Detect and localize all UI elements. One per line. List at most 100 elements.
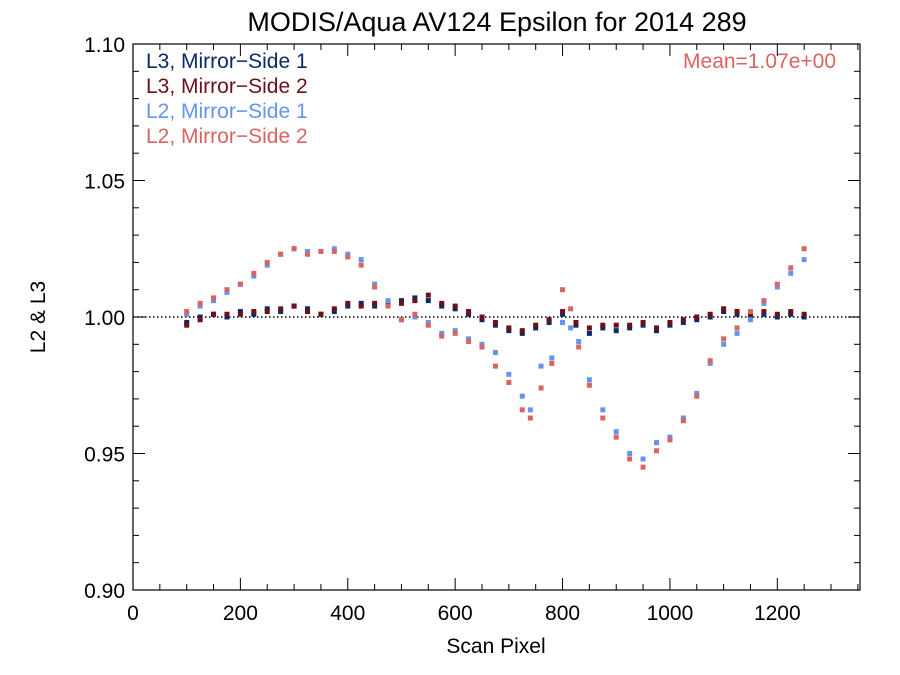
data-point — [425, 322, 431, 328]
data-point — [372, 281, 378, 287]
data-point — [667, 434, 673, 440]
data-point — [224, 311, 230, 317]
data-point — [721, 306, 727, 312]
data-point — [398, 300, 404, 306]
data-point — [197, 314, 203, 320]
data-point — [331, 306, 337, 312]
data-point — [425, 319, 431, 325]
data-point — [538, 385, 544, 391]
data-point — [251, 273, 257, 279]
series-4 — [184, 246, 807, 470]
data-point — [184, 319, 190, 325]
data-point — [398, 317, 404, 323]
data-point — [385, 303, 391, 309]
data-point — [586, 377, 592, 383]
legend-entry: L2, Mirror−Side 2 — [146, 125, 308, 148]
data-point — [492, 322, 498, 328]
data-point — [385, 300, 391, 306]
data-point — [627, 322, 633, 328]
data-point — [439, 303, 445, 309]
data-point — [600, 415, 606, 421]
data-point — [747, 314, 753, 320]
data-point — [600, 322, 606, 328]
legend-entry: L3, Mirror−Side 2 — [146, 75, 308, 98]
data-point — [264, 259, 270, 265]
x-tick-label: 400 — [330, 602, 365, 625]
data-point — [734, 309, 740, 315]
data-point — [573, 322, 579, 328]
data-point — [412, 298, 418, 304]
legend-entry: L3, Mirror−Side 1 — [146, 50, 308, 73]
y-tick-label: 1.10 — [84, 34, 125, 57]
data-point — [264, 262, 270, 268]
data-point — [801, 311, 807, 317]
data-point — [412, 295, 418, 301]
data-point — [197, 317, 203, 323]
data-point — [549, 360, 555, 366]
data-point — [734, 325, 740, 331]
x-tick-label: 200 — [223, 602, 258, 625]
data-point — [788, 311, 794, 317]
data-point — [452, 330, 458, 336]
data-point — [318, 248, 324, 254]
data-point — [640, 322, 646, 328]
data-point — [667, 319, 673, 325]
legend: L3, Mirror−Side 1L3, Mirror−Side 2 L2, Mi… — [146, 50, 308, 148]
data-point — [774, 281, 780, 287]
data-point — [211, 311, 217, 317]
data-point — [560, 287, 566, 293]
data-point — [640, 464, 646, 470]
data-point — [586, 325, 592, 331]
x-tick-label: 1000 — [647, 602, 694, 625]
data-point — [506, 325, 512, 331]
data-point — [452, 328, 458, 334]
data-point — [519, 407, 525, 413]
data-point — [372, 300, 378, 306]
data-point — [358, 300, 364, 306]
data-point — [721, 309, 727, 315]
data-point — [412, 314, 418, 320]
data-point — [546, 317, 552, 323]
data-point — [801, 314, 807, 320]
data-point — [680, 418, 686, 424]
data-point — [627, 451, 633, 456]
data-point — [385, 298, 391, 304]
data-point — [278, 309, 284, 315]
data-point — [586, 382, 592, 388]
data-point — [264, 306, 270, 312]
data-point — [345, 254, 351, 260]
data-point — [613, 322, 619, 328]
data-point — [291, 303, 297, 309]
data-point — [560, 319, 566, 325]
data-point — [305, 251, 311, 257]
data-point — [546, 319, 552, 325]
data-point — [707, 314, 713, 320]
data-point — [761, 309, 767, 315]
data-point — [533, 322, 539, 328]
data-point — [345, 303, 351, 309]
data-point — [439, 330, 445, 336]
data-point — [305, 248, 311, 254]
data-point — [211, 295, 217, 301]
data-point — [331, 309, 337, 315]
y-tick-label: 1.05 — [84, 171, 125, 194]
data-point — [627, 456, 633, 462]
data-point — [527, 415, 533, 421]
data-point — [654, 328, 660, 334]
data-point — [694, 393, 700, 399]
data-point — [184, 311, 190, 317]
data-point — [331, 248, 337, 254]
y-tick-label: 1.00 — [84, 307, 125, 330]
data-point — [774, 314, 780, 320]
data-point — [358, 303, 364, 309]
series-3 — [184, 246, 807, 462]
data-point — [654, 448, 660, 454]
data-point — [533, 325, 539, 331]
data-point — [492, 319, 498, 325]
data-point — [680, 415, 686, 421]
data-point — [707, 311, 713, 317]
data-point — [694, 317, 700, 323]
data-point — [576, 339, 582, 345]
y-axis-label: L2 & L3 — [27, 281, 50, 353]
x-tick-label: 1200 — [754, 602, 801, 625]
